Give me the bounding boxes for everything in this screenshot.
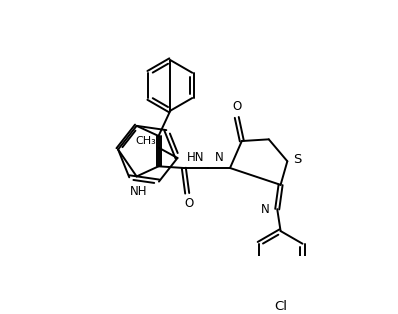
Text: N: N bbox=[215, 151, 223, 164]
Text: NH: NH bbox=[130, 185, 147, 198]
Text: Cl: Cl bbox=[274, 300, 287, 313]
Text: S: S bbox=[293, 153, 302, 166]
Text: HN: HN bbox=[187, 151, 205, 164]
Text: O: O bbox=[232, 100, 242, 113]
Text: O: O bbox=[184, 197, 193, 210]
Text: N: N bbox=[261, 203, 270, 216]
Text: CH₃: CH₃ bbox=[135, 136, 156, 146]
